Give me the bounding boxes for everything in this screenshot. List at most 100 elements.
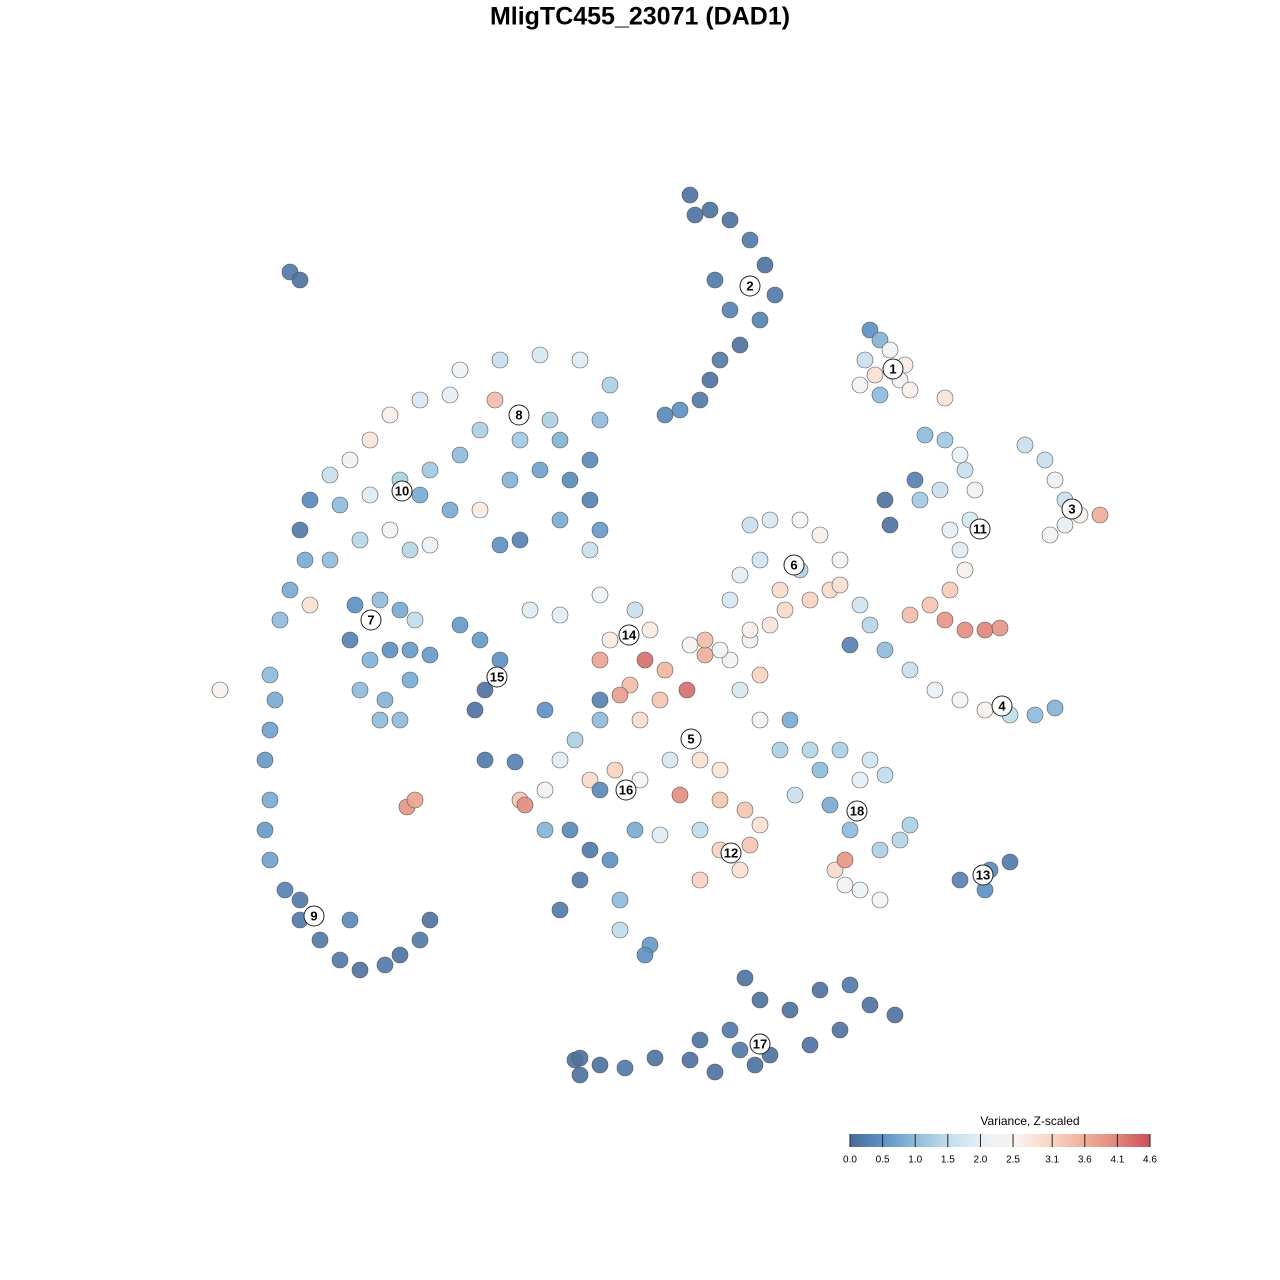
- point: [686, 206, 704, 224]
- point: [761, 511, 779, 529]
- point: [606, 761, 624, 779]
- point: [536, 781, 554, 799]
- point: [821, 796, 839, 814]
- point: [711, 761, 729, 779]
- point: [691, 1031, 709, 1049]
- point: [766, 286, 784, 304]
- cluster-label: 12: [724, 845, 738, 860]
- point: [346, 596, 364, 614]
- colorbar-tick-label: 0.5: [876, 1155, 890, 1166]
- cluster-label: 18: [850, 803, 864, 818]
- colorbar-tick-label: 4.6: [1143, 1155, 1157, 1166]
- point: [1046, 699, 1064, 717]
- point: [401, 641, 419, 659]
- point: [381, 406, 399, 424]
- point: [451, 616, 469, 634]
- point: [571, 351, 589, 369]
- point: [926, 681, 944, 699]
- cluster-marker: [972, 864, 994, 886]
- point: [851, 376, 869, 394]
- cluster-label: 4: [998, 698, 1006, 713]
- point: [296, 551, 314, 569]
- point: [976, 621, 994, 639]
- point: [301, 491, 319, 509]
- point: [391, 711, 409, 729]
- point: [441, 386, 459, 404]
- point: [956, 621, 974, 639]
- point: [691, 751, 709, 769]
- point: [756, 256, 774, 274]
- cluster-label: 2: [746, 278, 753, 293]
- cluster-label: 10: [395, 483, 409, 498]
- point: [341, 911, 359, 929]
- point: [551, 751, 569, 769]
- point: [851, 771, 869, 789]
- point: [801, 741, 819, 759]
- point: [421, 646, 439, 664]
- point: [591, 521, 609, 539]
- point: [641, 621, 659, 639]
- point: [856, 351, 874, 369]
- point: [966, 481, 984, 499]
- point: [391, 946, 409, 964]
- point: [681, 1051, 699, 1069]
- point: [1036, 451, 1054, 469]
- point: [891, 831, 909, 849]
- point: [951, 446, 969, 464]
- point: [511, 431, 529, 449]
- colorbar-tick-label: 0.0: [843, 1155, 857, 1166]
- colorbar-tick-label: 3.1: [1045, 1155, 1059, 1166]
- point: [881, 341, 899, 359]
- point: [376, 956, 394, 974]
- point: [646, 1049, 664, 1067]
- point: [1046, 471, 1064, 489]
- point: [736, 969, 754, 987]
- point: [901, 816, 919, 834]
- point: [956, 561, 974, 579]
- point: [881, 516, 899, 534]
- colorbar-gradient: [850, 1134, 1150, 1147]
- point: [951, 691, 969, 709]
- colorbar-tick-label: 1.5: [941, 1155, 955, 1166]
- point: [281, 581, 299, 599]
- point: [291, 521, 309, 539]
- point: [471, 631, 489, 649]
- point: [361, 486, 379, 504]
- point: [936, 431, 954, 449]
- point: [351, 961, 369, 979]
- point: [706, 271, 724, 289]
- point: [826, 861, 844, 879]
- point: [381, 521, 399, 539]
- point: [651, 826, 669, 844]
- point: [916, 426, 934, 444]
- point: [491, 536, 509, 554]
- cluster-label: 17: [753, 1036, 767, 1051]
- point: [811, 526, 829, 544]
- point: [341, 631, 359, 649]
- point: [276, 881, 294, 899]
- point: [871, 331, 889, 349]
- point: [391, 601, 409, 619]
- point: [721, 211, 739, 229]
- point: [876, 641, 894, 659]
- point: [936, 389, 954, 407]
- point: [956, 461, 974, 479]
- point: [476, 751, 494, 769]
- point: [611, 921, 629, 939]
- cluster-marker: [303, 905, 325, 927]
- point: [311, 931, 329, 949]
- point: [511, 531, 529, 549]
- point: [876, 491, 894, 509]
- point: [731, 336, 749, 354]
- point: [696, 631, 714, 649]
- colorbar-tick-label: 1.0: [908, 1155, 922, 1166]
- point: [901, 606, 919, 624]
- point: [421, 911, 439, 929]
- point: [841, 976, 859, 994]
- point: [721, 651, 739, 669]
- point: [611, 891, 629, 909]
- point: [791, 511, 809, 529]
- point: [441, 501, 459, 519]
- point: [591, 586, 609, 604]
- cluster-marker: [508, 404, 530, 426]
